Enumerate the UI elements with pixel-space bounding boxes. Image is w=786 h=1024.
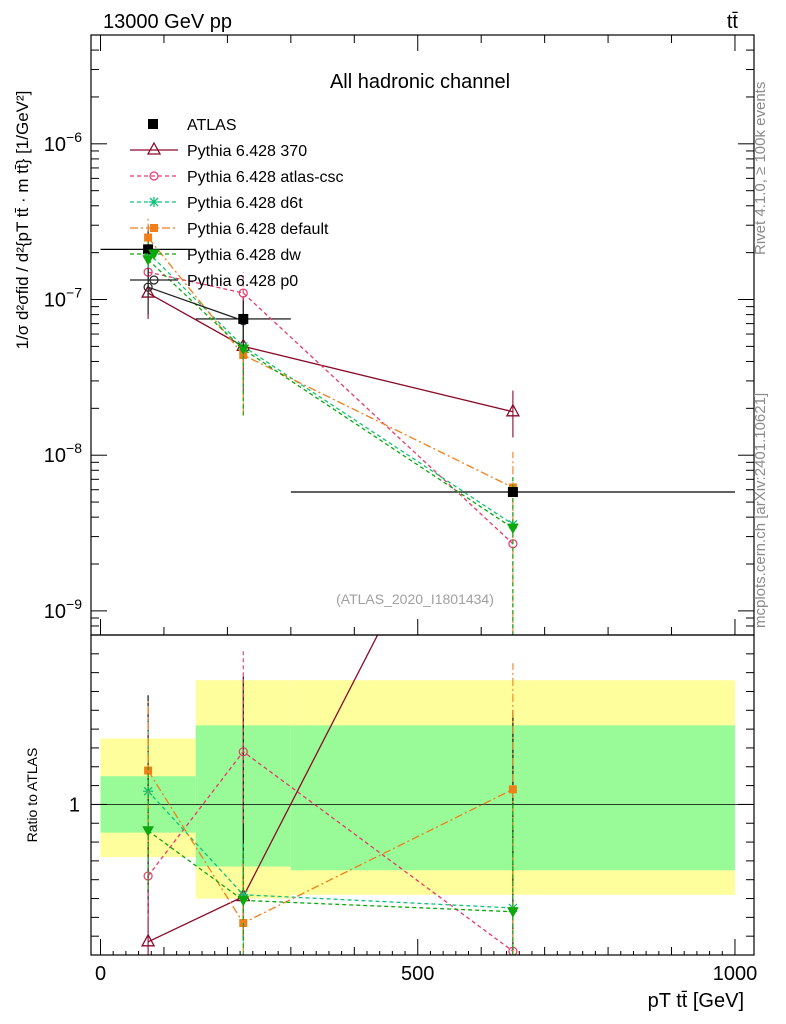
x-tick-label-500: 500 — [401, 963, 434, 985]
series-5-point-0 — [143, 282, 153, 292]
ratio-series-0-point-2 — [507, 364, 519, 375]
series-4-point-2 — [507, 523, 519, 535]
series-3-point-0 — [144, 233, 153, 242]
ratio-series-0-point-0 — [141, 933, 156, 947]
mcplots-label: mcplots.cern.ch [arXiv:2401.10621] — [752, 393, 769, 628]
legend-label-5: Pythia 6.428 p0 — [187, 273, 298, 290]
y-tick-label-1: 10−8 — [44, 440, 82, 467]
legend-marker-4 — [148, 249, 160, 261]
data-point-0 — [143, 244, 154, 255]
analysis-reference: (ATLAS_2020_I1801434) — [336, 591, 494, 607]
ratio-series-4-point-0 — [142, 826, 154, 837]
series-line-4 — [147, 259, 514, 529]
chart-title: All hadronic channel — [330, 71, 510, 93]
y-tick-label-0: 10−9 — [44, 596, 82, 623]
data-point-1 — [238, 313, 249, 324]
series-layer — [91, 218, 754, 955]
plot-frames — [90, 34, 755, 956]
series-line-5 — [147, 286, 244, 322]
ratio-series-3-point-2 — [508, 785, 517, 794]
x-tick-label-1000: 1000 — [713, 963, 758, 985]
ratio-tick-label-1: 1 — [69, 794, 80, 816]
process-label: tt̄ — [727, 11, 739, 33]
legend-marker-2 — [149, 197, 159, 207]
legend-label-2: Pythia 6.428 d6t — [187, 195, 303, 212]
legend-marker-3 — [150, 224, 158, 232]
legend-label-0: Pythia 6.428 370 — [187, 143, 307, 160]
ratio-series-line-1 — [147, 750, 514, 952]
ratio-series-3-point-0 — [144, 766, 153, 775]
ratio-series-line-4 — [147, 830, 513, 913]
ratio-series-4-point-1 — [237, 895, 250, 907]
x-tick-label-0: 0 — [95, 963, 106, 985]
series-0-point-2 — [505, 403, 521, 417]
data-point-2 — [507, 487, 518, 498]
ratio-series-2-point-1 — [238, 889, 249, 900]
legend-marker-0 — [146, 141, 162, 155]
legend-label-atlas: ATLAS — [187, 117, 237, 134]
series-line-1 — [147, 271, 514, 545]
rivet-label: Rivet 4.1.0, ≥ 100k events — [752, 82, 769, 255]
series-line-0 — [147, 292, 514, 413]
y-tick-label-3: 10−6 — [44, 129, 82, 156]
ratio-y-axis-label: Ratio to ATLAS — [24, 748, 40, 843]
legend-label-4: Pythia 6.428 dw — [187, 247, 301, 264]
legend-label-1: Pythia 6.428 atlas-csc — [187, 169, 344, 186]
legend-marker-atlas — [148, 119, 158, 129]
legend-label-3: Pythia 6.428 default — [187, 221, 329, 238]
ratio-panel-series — [91, 364, 754, 955]
legend: ATLAS Pythia 6.428 370 Pythia 6.428 atlas-… — [130, 117, 344, 290]
axis-ticks: 0 500 1000 10−9 10−8 10−7 10−6 1 — [44, 34, 758, 985]
ratio-series-1-point-1 — [238, 747, 248, 757]
ratio-series-4-point-2 — [507, 907, 519, 918]
ratio-frame — [90, 634, 755, 956]
y-tick-label-2: 10−7 — [44, 285, 82, 312]
x-axis-label: pT tt̄ [GeV] — [648, 990, 744, 1012]
legend-marker-5 — [149, 275, 159, 285]
series-line-2 — [147, 252, 514, 525]
y-axis-label: 1/σ d²σfid / d²{pT tt̄ · m tt̄} [1/GeV²] — [13, 91, 32, 350]
series-1-point-1 — [238, 288, 248, 298]
legend-marker-1 — [149, 171, 159, 181]
series-4-point-0 — [142, 255, 154, 266]
energy-label: 13000 GeV pp — [103, 11, 232, 33]
